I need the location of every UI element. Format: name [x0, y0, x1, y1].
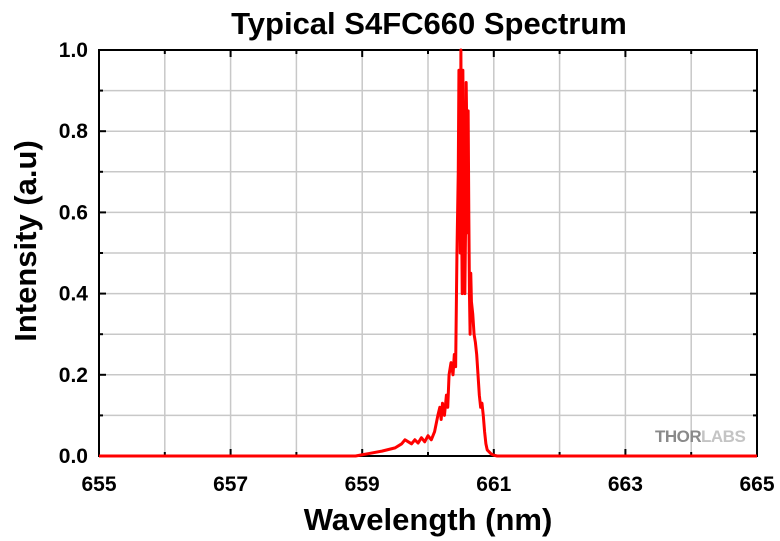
y-tick-label: 1.0: [59, 39, 88, 62]
x-tick-labels: 655 657 659 661 663 665: [81, 473, 774, 496]
x-tick-label: 655: [81, 473, 116, 496]
chart-title: Typical S4FC660 Spectrum: [231, 6, 627, 41]
x-tick-label: 659: [345, 473, 380, 496]
series-group: [99, 48, 757, 458]
x-tick-label: 665: [739, 473, 774, 496]
x-tick-label: 663: [608, 473, 643, 496]
y-tick-label: 0.6: [59, 201, 88, 224]
x-tick-label: 657: [213, 473, 248, 496]
grid-lines: [99, 50, 757, 456]
y-tick-label: 0.0: [59, 445, 88, 468]
y-tick-label: 0.8: [59, 120, 89, 143]
logo-part-thor: THOR: [655, 427, 701, 446]
y-tick-label: 0.4: [59, 283, 89, 306]
y-tick-labels: 0.0 0.2 0.4 0.6 0.8 1.0: [59, 39, 89, 468]
axis-ticks: [98, 49, 758, 457]
thorlabs-logo: THOR LABS: [655, 427, 746, 446]
y-tick-label: 0.2: [59, 364, 88, 387]
x-tick-label: 661: [476, 473, 511, 496]
logo-part-labs: LABS: [701, 427, 745, 446]
y-axis-label: Intensity (a.u): [8, 140, 43, 342]
x-axis-label: Wavelength (nm): [304, 502, 553, 537]
series-line: [99, 48, 757, 458]
